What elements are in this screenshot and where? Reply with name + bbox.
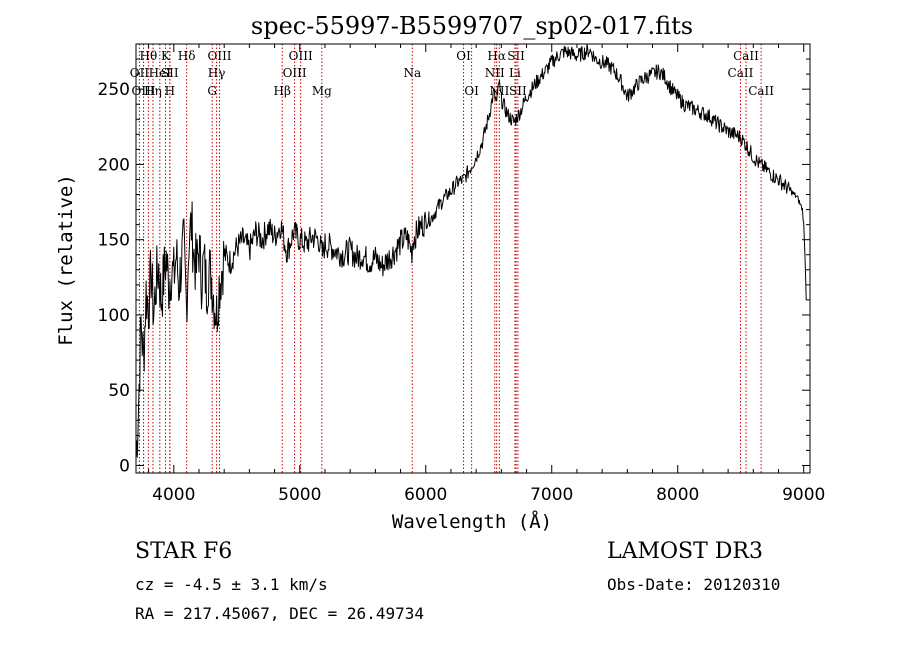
- x-tick-label: 4000: [152, 485, 195, 505]
- y-axis: 0 50 100 150 200 250: [98, 58, 810, 476]
- y-tick-label: 200: [98, 155, 130, 175]
- line-marker-label: SII: [507, 49, 525, 63]
- y-axis-label: Flux (relative): [55, 174, 77, 346]
- line-marker-label: K: [161, 49, 171, 63]
- line-marker-label: CaII: [728, 66, 754, 80]
- x-axis-label: Wavelength (Å): [392, 510, 552, 533]
- y-tick-label: 250: [98, 80, 130, 100]
- y-tick-label: 100: [98, 306, 130, 326]
- line-marker-label: Hβ: [274, 84, 291, 98]
- line-marker-label: SII: [509, 84, 527, 98]
- line-marker-label: NII: [485, 66, 505, 80]
- line-marker-label: Hα: [487, 49, 506, 63]
- chart-title: spec-55997-B5599707_sp02-017.fits: [251, 12, 693, 40]
- line-marker-label: OIII: [207, 49, 231, 63]
- line-marker-label: NII: [489, 84, 509, 98]
- line-marker-label: CaII: [733, 49, 759, 63]
- x-tick-label: 7000: [530, 485, 573, 505]
- x-tick-label: 9000: [782, 485, 825, 505]
- line-marker-label: G: [207, 84, 217, 98]
- y-tick-label: 50: [108, 381, 130, 401]
- sky-coordinates: RA = 217.45067, DEC = 26.49734: [135, 604, 424, 623]
- line-marker-label: H: [165, 84, 175, 98]
- x-tick-label: 8000: [656, 485, 699, 505]
- x-tick-label: 5000: [278, 485, 321, 505]
- line-marker-label: OI: [456, 49, 471, 63]
- line-marker-label: Mg: [312, 84, 332, 98]
- plot-frame: [135, 43, 811, 474]
- line-marker-label: Li: [509, 66, 521, 80]
- line-marker-label: CaII: [748, 84, 774, 98]
- line-marker-label: Hη: [144, 84, 162, 98]
- object-class: STAR F6: [135, 539, 233, 564]
- line-marker-label: Hδ: [178, 49, 196, 63]
- line-marker-label: Hθ: [139, 49, 157, 63]
- observation-date: Obs-Date: 20120310: [607, 575, 781, 594]
- y-tick-label: 150: [98, 231, 130, 251]
- line-marker-label: OII: [130, 66, 150, 80]
- y-tick-label: 0: [119, 456, 130, 476]
- line-marker-label: OIII: [289, 49, 313, 63]
- survey-name: LAMOST DR3: [607, 539, 763, 564]
- x-tick-label: 6000: [404, 485, 447, 505]
- line-marker-label: OIII: [132, 84, 156, 98]
- line-marker-label: OI: [464, 84, 479, 98]
- line-marker-label: Hγ: [208, 66, 226, 80]
- x-axis: 4000 5000 6000 7000 8000 9000: [148, 44, 825, 505]
- line-marker-label: OIII: [283, 66, 307, 80]
- spectrum-line: [135, 43, 807, 459]
- redshift-velocity: cz = -4.5 ± 3.1 km/s: [135, 575, 328, 594]
- line-marker-label: Na: [403, 66, 421, 80]
